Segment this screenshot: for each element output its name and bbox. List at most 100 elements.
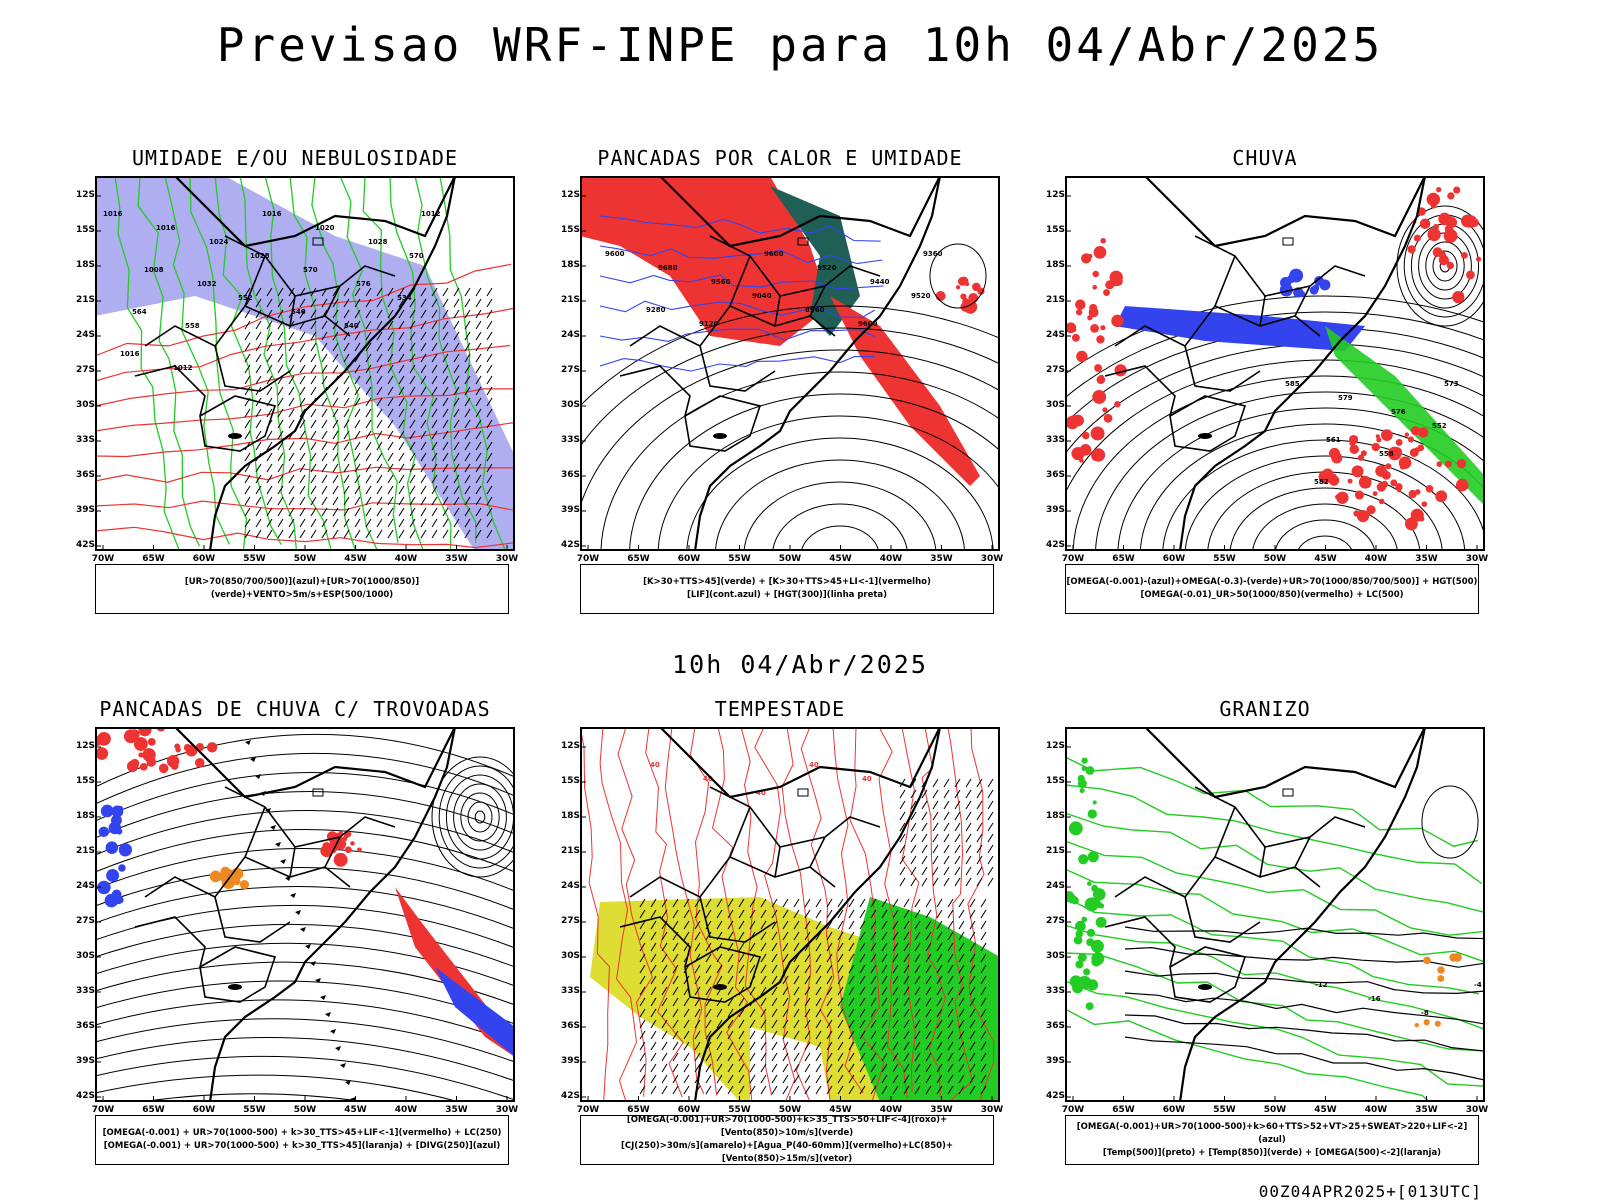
wind-vector: [299, 309, 306, 319]
omega-cell-orange: [1449, 953, 1458, 962]
geography-layer: [134, 176, 515, 551]
wind-vector: [683, 1085, 690, 1095]
wind-vector: [486, 430, 493, 440]
rain-cell-red: [1393, 447, 1402, 456]
wind-vector: [266, 430, 273, 440]
wind-vector: [987, 844, 994, 854]
contour-label: 552: [238, 294, 253, 302]
height-contour: [580, 327, 1000, 448]
temp-850-detail: [1091, 884, 1099, 892]
wind-vector: [947, 1019, 954, 1029]
wind-vector: [299, 529, 306, 539]
rain-cell-red: [1364, 481, 1371, 489]
wind-vector: [464, 298, 471, 308]
wind-vector: [727, 1063, 734, 1073]
wind-vector: [749, 1008, 756, 1018]
wind-vector: [376, 408, 383, 418]
temp-850-contour: [1065, 1008, 1431, 1102]
wind-vector: [310, 529, 317, 539]
wind-vector: [914, 964, 921, 974]
wind-vector: [475, 452, 482, 462]
panel-title: CHUVA: [1232, 146, 1298, 170]
lat-tick-label: 21S: [75, 295, 95, 305]
water-contour-red: [947, 727, 973, 1100]
lat-tick-label: 24S: [560, 330, 580, 340]
wind-vector: [277, 441, 284, 451]
wind-vector: [365, 441, 372, 451]
wind-vector: [936, 953, 943, 963]
wind-vector: [420, 298, 427, 308]
wind-vector: [969, 1008, 976, 1018]
vortex-streamline: [453, 783, 507, 851]
wind-vector: [749, 1030, 756, 1040]
streamline-arrow: [310, 961, 316, 966]
wind-vector: [277, 507, 284, 517]
wind-vector: [683, 1074, 690, 1084]
wind-vector: [288, 518, 295, 528]
rain-cell-red: [1413, 514, 1421, 522]
wind-vector: [899, 877, 906, 887]
lat-tick-label: 27S: [560, 365, 580, 375]
wind-vector: [420, 518, 427, 528]
humidity-contour-green: [414, 176, 477, 543]
wind-vector: [354, 320, 361, 330]
wind-vector: [639, 997, 646, 1007]
wind-vector: [932, 789, 939, 799]
rain-cell-red: [1114, 400, 1121, 408]
wind-vector: [277, 386, 284, 396]
wind-vector: [486, 408, 493, 418]
wind-vector: [837, 1074, 844, 1084]
rain-cell-red: [1111, 314, 1124, 328]
instability-area-green: [770, 186, 860, 336]
wind-vector: [837, 1063, 844, 1073]
wind-vector: [398, 507, 405, 517]
wind-vector: [464, 529, 471, 539]
wind-vector: [848, 931, 855, 941]
temp-850-contour: [1065, 980, 1485, 1087]
lon-tick-label: 70W: [91, 1105, 115, 1115]
lat-tick-label: 18S: [1045, 811, 1065, 821]
wind-vector: [321, 474, 328, 484]
wind-vector: [899, 800, 906, 810]
wind-vector: [947, 953, 954, 963]
wind-vector: [343, 287, 350, 297]
lon-tick-label: 45W: [1314, 554, 1337, 564]
streamline-arrow: [280, 859, 286, 864]
federal-district: [797, 788, 809, 797]
wind-vector: [244, 485, 251, 495]
wind-vector: [321, 320, 328, 330]
geography-layer: [1104, 727, 1485, 1102]
contour-label: 1028: [368, 238, 388, 246]
wind-vector: [932, 833, 939, 843]
wind-vector: [672, 986, 679, 996]
state-borders: [1114, 235, 1366, 392]
wind-vector: [969, 931, 976, 941]
temp-850-detail: [1086, 979, 1099, 991]
wind-vector: [870, 1074, 877, 1084]
rain-cell-red: [1398, 456, 1412, 470]
rain-cell-red: [1426, 192, 1441, 207]
wind-vector: [969, 920, 976, 930]
wind-vector: [848, 1019, 855, 1029]
rain-cell-red: [1436, 187, 1442, 193]
wind-vector: [475, 518, 482, 528]
wind-vector: [354, 298, 361, 308]
wind-vector: [760, 1052, 767, 1062]
height-contour: [772, 503, 908, 551]
legend-line: [OMEGA(-0.001)+UR>70(1000-500)+k>60+TTS>…: [1076, 1121, 1468, 1145]
divergence-cell-blue: [117, 805, 124, 812]
federal-district: [797, 237, 809, 246]
wind-vector: [387, 496, 394, 506]
lat-tick-label: 24S: [1045, 330, 1065, 340]
wind-vector: [639, 964, 646, 974]
rain-cell-red: [1447, 216, 1454, 223]
wind-vector: [716, 898, 723, 908]
wind-vector: [936, 1052, 943, 1062]
contour-label: 576: [356, 280, 371, 288]
lon-tick-label: 50W: [778, 1105, 802, 1115]
wind-vector: [914, 1063, 921, 1073]
rain-cell-red: [1410, 426, 1420, 436]
wind-vector: [969, 1085, 976, 1095]
wind-vector: [464, 353, 471, 363]
wind-vector: [409, 342, 416, 352]
